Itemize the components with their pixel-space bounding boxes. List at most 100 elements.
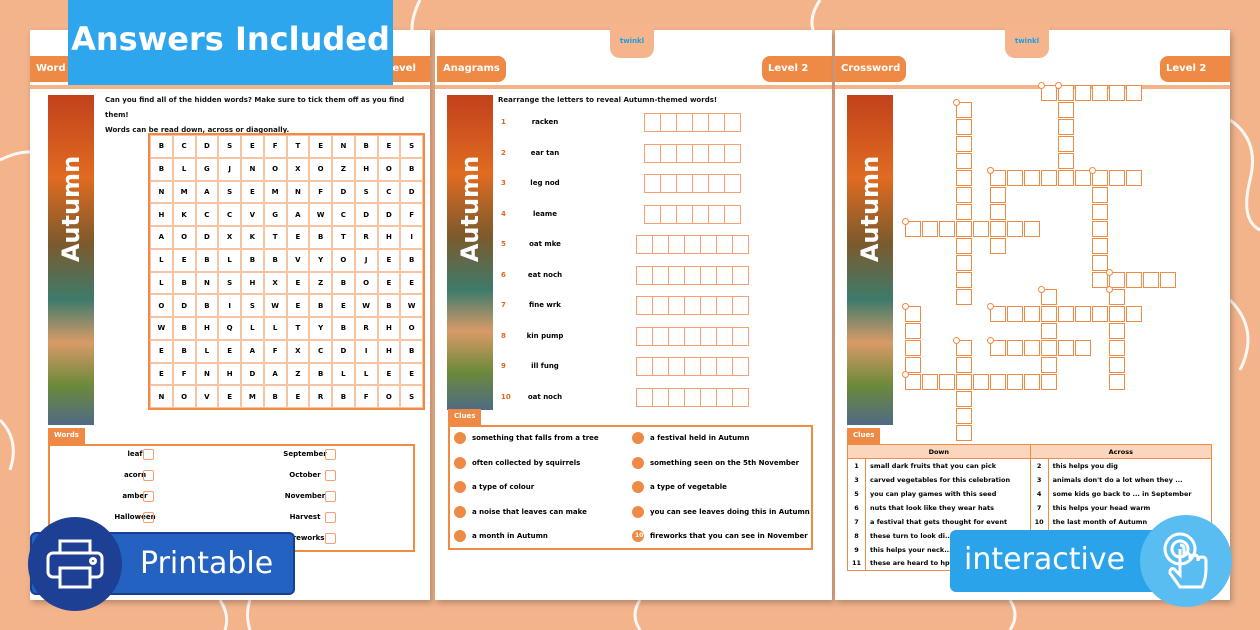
crossword-cell[interactable] (1024, 374, 1040, 390)
answer-boxes[interactable] (636, 387, 749, 407)
letter-box[interactable] (732, 326, 749, 346)
letter-box[interactable] (692, 174, 709, 193)
word-checkbox[interactable] (325, 512, 336, 523)
crossword-cell[interactable] (1109, 289, 1125, 305)
letter-box[interactable] (732, 387, 749, 407)
crossword-cell[interactable] (1126, 306, 1142, 322)
letter-box[interactable] (676, 174, 693, 193)
letter-box[interactable] (708, 204, 725, 224)
letter-box[interactable] (652, 357, 669, 376)
crossword-cell[interactable] (1058, 153, 1074, 169)
crossword-cell[interactable] (905, 323, 921, 339)
letter-box[interactable] (652, 265, 669, 285)
letter-box[interactable] (724, 204, 741, 224)
letter-box[interactable] (684, 357, 701, 376)
letter-box[interactable] (644, 143, 661, 163)
letter-box[interactable] (636, 326, 653, 346)
letter-box[interactable] (684, 326, 701, 346)
crossword-cell[interactable] (956, 374, 972, 390)
crossword-cell[interactable] (1058, 119, 1074, 135)
letter-box[interactable] (636, 387, 653, 407)
letter-box[interactable] (716, 326, 733, 346)
crossword-cell[interactable] (1024, 306, 1040, 322)
crossword-cell[interactable] (905, 306, 921, 322)
crossword-cell[interactable] (1092, 187, 1108, 203)
letter-box[interactable] (700, 387, 717, 407)
crossword-cell[interactable] (956, 238, 972, 254)
letter-box[interactable] (692, 143, 709, 163)
letter-box[interactable] (716, 265, 733, 285)
crossword-cell[interactable] (1092, 85, 1108, 101)
crossword-cell[interactable] (973, 221, 989, 237)
letter-box[interactable] (700, 357, 717, 376)
answer-boxes[interactable] (644, 174, 741, 193)
crossword-cell[interactable] (1007, 221, 1023, 237)
crossword-cell[interactable] (1041, 306, 1057, 322)
letter-box[interactable] (716, 296, 733, 315)
letter-box[interactable] (708, 174, 725, 193)
crossword-cell[interactable] (1058, 340, 1074, 356)
word-checkbox[interactable] (325, 491, 336, 502)
crossword-cell[interactable] (956, 255, 972, 271)
letter-box[interactable] (676, 204, 693, 224)
crossword-cell[interactable] (990, 204, 1006, 220)
letter-box[interactable] (652, 235, 669, 254)
crossword-cell[interactable] (1075, 170, 1091, 186)
crossword-cell[interactable] (1007, 340, 1023, 356)
letter-box[interactable] (676, 113, 693, 132)
answer-boxes[interactable] (644, 143, 741, 163)
word-checkbox[interactable] (143, 470, 154, 481)
answer-boxes[interactable] (636, 326, 749, 346)
letter-box[interactable] (700, 296, 717, 315)
crossword-cell[interactable] (1109, 306, 1125, 322)
word-checkbox[interactable] (325, 470, 336, 481)
word-checkbox[interactable] (143, 449, 154, 460)
crossword-cell[interactable] (1058, 306, 1074, 322)
crossword-cell[interactable] (990, 340, 1006, 356)
letter-box[interactable] (684, 296, 701, 315)
crossword-cell[interactable] (922, 374, 938, 390)
crossword-cell[interactable] (956, 102, 972, 118)
crossword-cell[interactable] (922, 221, 938, 237)
letter-box[interactable] (700, 235, 717, 254)
letter-box[interactable] (636, 296, 653, 315)
letter-box[interactable] (660, 143, 677, 163)
crossword-cell[interactable] (1092, 255, 1108, 271)
answer-boxes[interactable] (636, 265, 749, 285)
letter-box[interactable] (684, 387, 701, 407)
crossword-cell[interactable] (1126, 170, 1142, 186)
letter-box[interactable] (652, 387, 669, 407)
crossword-cell[interactable] (905, 374, 921, 390)
crossword-cell[interactable] (1092, 204, 1108, 220)
letter-box[interactable] (700, 326, 717, 346)
crossword-cell[interactable] (1041, 85, 1057, 101)
crossword-cell[interactable] (1109, 340, 1125, 356)
letter-box[interactable] (716, 235, 733, 254)
crossword-cell[interactable] (956, 221, 972, 237)
crossword-cell[interactable] (1109, 85, 1125, 101)
crossword-cell[interactable] (1126, 272, 1142, 288)
crossword-cell[interactable] (990, 170, 1006, 186)
crossword-cell[interactable] (1092, 238, 1108, 254)
crossword-cell[interactable] (1041, 323, 1057, 339)
letter-box[interactable] (644, 174, 661, 193)
letter-box[interactable] (732, 265, 749, 285)
letter-box[interactable] (700, 265, 717, 285)
answer-boxes[interactable] (644, 204, 741, 224)
letter-box[interactable] (660, 113, 677, 132)
letter-box[interactable] (668, 235, 685, 254)
crossword-cell[interactable] (1109, 170, 1125, 186)
crossword-cell[interactable] (1109, 374, 1125, 390)
answer-boxes[interactable] (636, 235, 749, 254)
letter-box[interactable] (724, 143, 741, 163)
crossword-cell[interactable] (1092, 221, 1108, 237)
letter-box[interactable] (636, 357, 653, 376)
crossword-cell[interactable] (939, 374, 955, 390)
crossword-cell[interactable] (905, 357, 921, 373)
letter-box[interactable] (660, 174, 677, 193)
crossword-cell[interactable] (1058, 136, 1074, 152)
crossword-cell[interactable] (1058, 85, 1074, 101)
letter-box[interactable] (668, 357, 685, 376)
crossword-cell[interactable] (1024, 340, 1040, 356)
word-checkbox[interactable] (325, 533, 336, 544)
